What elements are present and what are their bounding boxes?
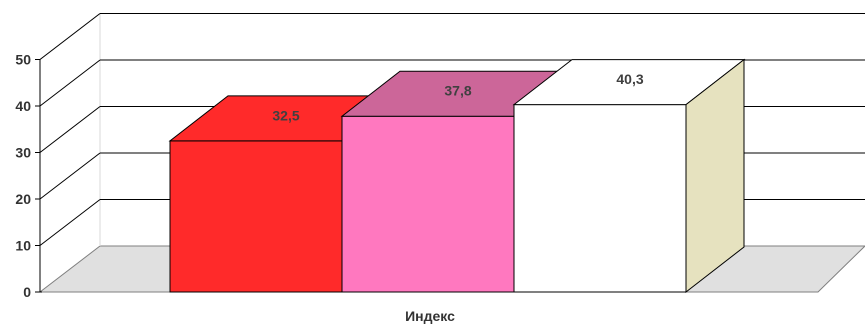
data-label: 40,3 — [616, 71, 643, 87]
y-tick-label: 40 — [15, 98, 31, 114]
gridline-side — [39, 59, 101, 107]
data-label: 32,5 — [272, 107, 299, 123]
x-category-label: Индекс — [405, 308, 455, 324]
data-label: 37,8 — [444, 83, 471, 99]
gridline-side — [39, 152, 101, 200]
bar-side — [685, 58, 745, 294]
y-tick-label: 10 — [15, 238, 31, 254]
gridline-side — [39, 106, 101, 153]
gridline-side — [39, 13, 101, 60]
bar-3 — [512, 58, 746, 294]
y-tick-label: 50 — [15, 52, 31, 68]
bar-front — [169, 140, 343, 293]
y-tick-label: 30 — [15, 145, 31, 161]
y-tick-label: 0 — [23, 284, 31, 300]
gridline-side — [39, 199, 101, 246]
bar-front — [513, 104, 687, 293]
bar-2 — [340, 70, 574, 293]
y-tick-label: 20 — [15, 191, 31, 207]
bar-front — [341, 115, 515, 293]
